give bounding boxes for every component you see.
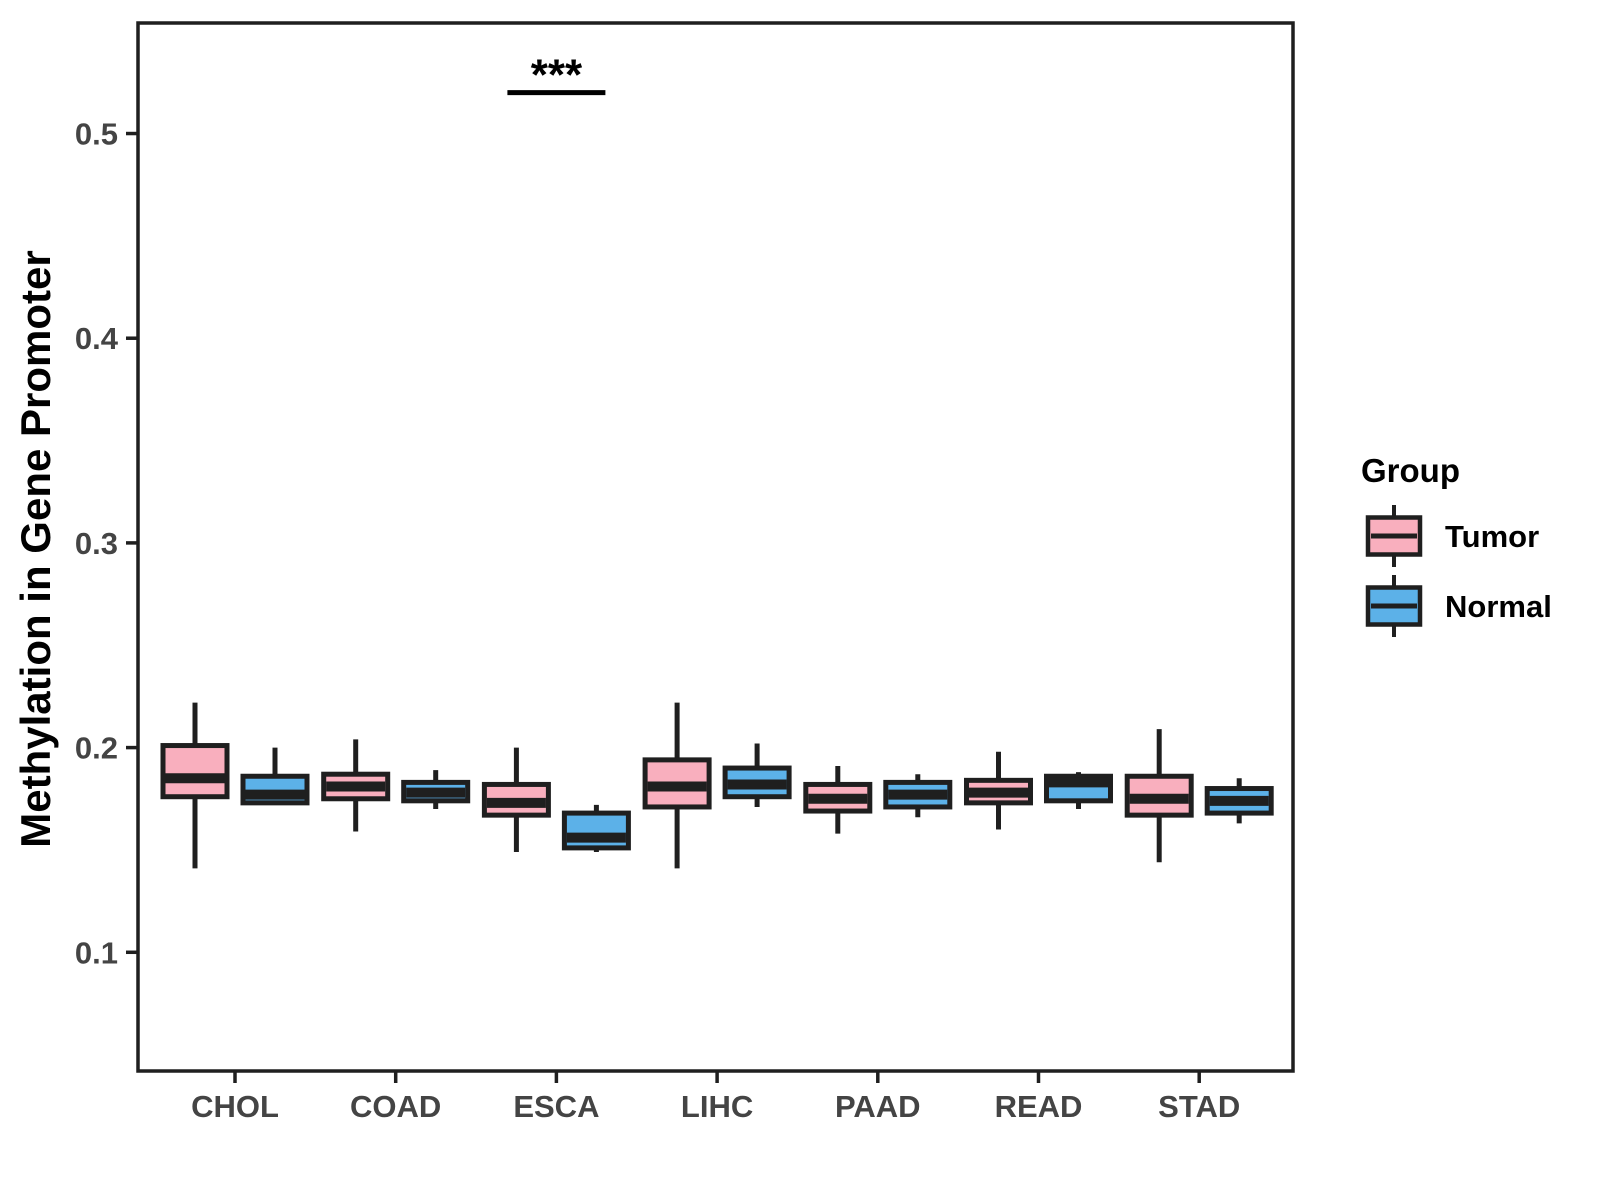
y-tick-label: 0.3 (75, 526, 118, 561)
y-tick-label: 0.2 (75, 731, 118, 766)
x-tick-label: COAD (350, 1089, 441, 1124)
y-axis-title: Methylation in Gene Promoter (12, 250, 59, 848)
x-tick-label: LIHC (681, 1089, 753, 1124)
x-tick-label: PAAD (835, 1089, 921, 1124)
y-tick-label: 0.4 (75, 321, 119, 356)
x-tick-label: READ (995, 1089, 1083, 1124)
y-tick-label: 0.1 (75, 935, 118, 970)
box-Tumor-CHOL (160, 743, 230, 800)
box-Normal-ESCA (561, 810, 631, 851)
y-tick-label: 0.5 (75, 117, 118, 152)
x-tick-label: STAD (1158, 1089, 1240, 1124)
legend-label-tumor: Tumor (1445, 519, 1539, 554)
panel-border (136, 21, 1295, 1073)
x-tick-label: CHOL (191, 1089, 279, 1124)
legend-label-normal: Normal (1445, 589, 1552, 624)
x-tick-label: ESCA (513, 1089, 599, 1124)
legend-title: Group (1361, 452, 1460, 489)
significance-label: *** (531, 51, 583, 100)
